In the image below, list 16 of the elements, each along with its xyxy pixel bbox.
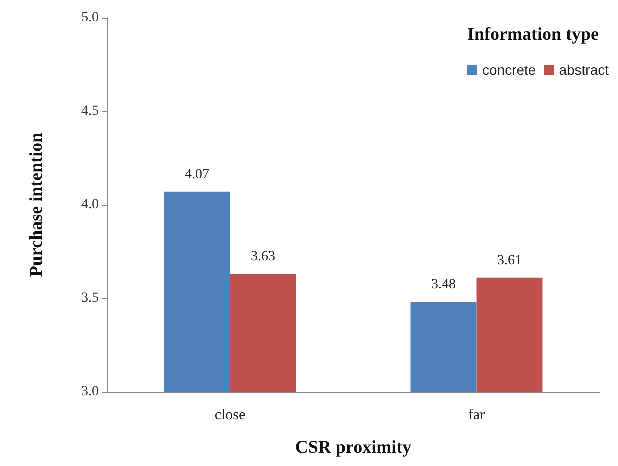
y-tick-label: 3.5	[82, 291, 99, 306]
x-axis-title: CSR proximity	[295, 437, 412, 457]
data-label: 3.63	[251, 250, 276, 265]
legend-label: concrete	[482, 62, 536, 78]
y-tick-label: 3.0	[82, 384, 99, 400]
x-tick-label: close	[214, 408, 246, 424]
y-tick-label: 4.0	[82, 198, 99, 212]
legend-title: Information type	[468, 24, 600, 44]
legend-label: abstract	[559, 62, 610, 78]
y-axis-title: Purchase intention	[26, 132, 46, 278]
data-label: 4.07	[185, 167, 210, 182]
y-tick-label: 4.5	[82, 104, 99, 119]
x-tick-label: far	[468, 408, 486, 424]
data-label: 3.61	[498, 253, 522, 268]
y-tick-label: 5.0	[82, 10, 99, 26]
data-label: 3.48	[432, 278, 456, 293]
